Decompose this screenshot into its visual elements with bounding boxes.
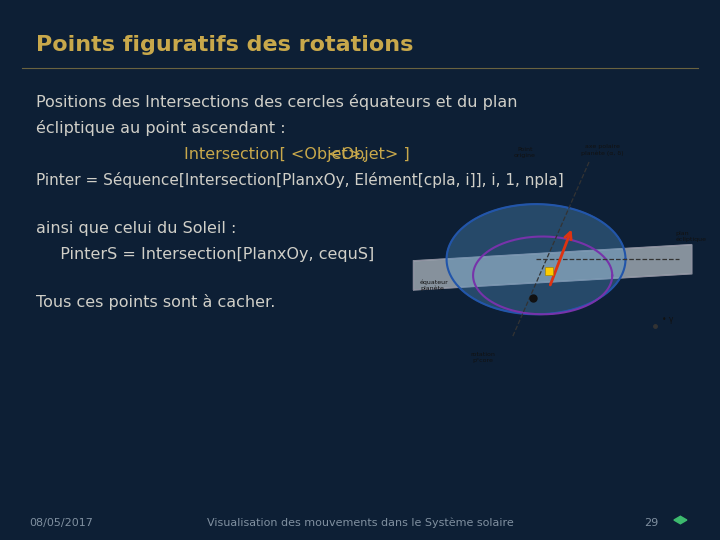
- Text: Visualisation des mouvements dans le Système solaire: Visualisation des mouvements dans le Sys…: [207, 518, 513, 528]
- Text: rotation
p°core: rotation p°core: [471, 352, 495, 363]
- Text: Point
origine: Point origine: [514, 147, 536, 158]
- Text: 08/05/2017: 08/05/2017: [29, 518, 93, 528]
- Text: équateur
planète: équateur planète: [420, 279, 449, 291]
- Text: PinterS = Intersection[PlanxOy, cequS]: PinterS = Intersection[PlanxOy, cequS]: [50, 247, 374, 262]
- Text: 29: 29: [644, 518, 659, 528]
- Text: Pinter = Séquence[Intersection[PlanxOy, Elément[cpla, i]], i, 1, npla]: Pinter = Séquence[Intersection[PlanxOy, …: [36, 172, 564, 188]
- Text: Intersection[ <Objet>,: Intersection[ <Objet>,: [184, 147, 366, 162]
- Polygon shape: [446, 204, 626, 314]
- Text: • γ: • γ: [662, 315, 673, 325]
- Text: écliptique au point ascendant :: écliptique au point ascendant :: [36, 120, 286, 136]
- Text: <Objet> ]: <Objet> ]: [328, 147, 410, 162]
- Text: Points figuratifs des rotations: Points figuratifs des rotations: [36, 35, 413, 55]
- Polygon shape: [413, 245, 692, 290]
- Text: plan
écliptique: plan écliptique: [675, 231, 706, 242]
- Text: Positions des Intersections des cercles équateurs et du plan: Positions des Intersections des cercles …: [36, 94, 518, 111]
- Text: ainsi que celui du Soleil :: ainsi que celui du Soleil :: [36, 221, 236, 237]
- Text: axe polaire
planète (α, δ): axe polaire planète (α, δ): [581, 144, 624, 156]
- Text: Tous ces points sont à cacher.: Tous ces points sont à cacher.: [36, 294, 275, 310]
